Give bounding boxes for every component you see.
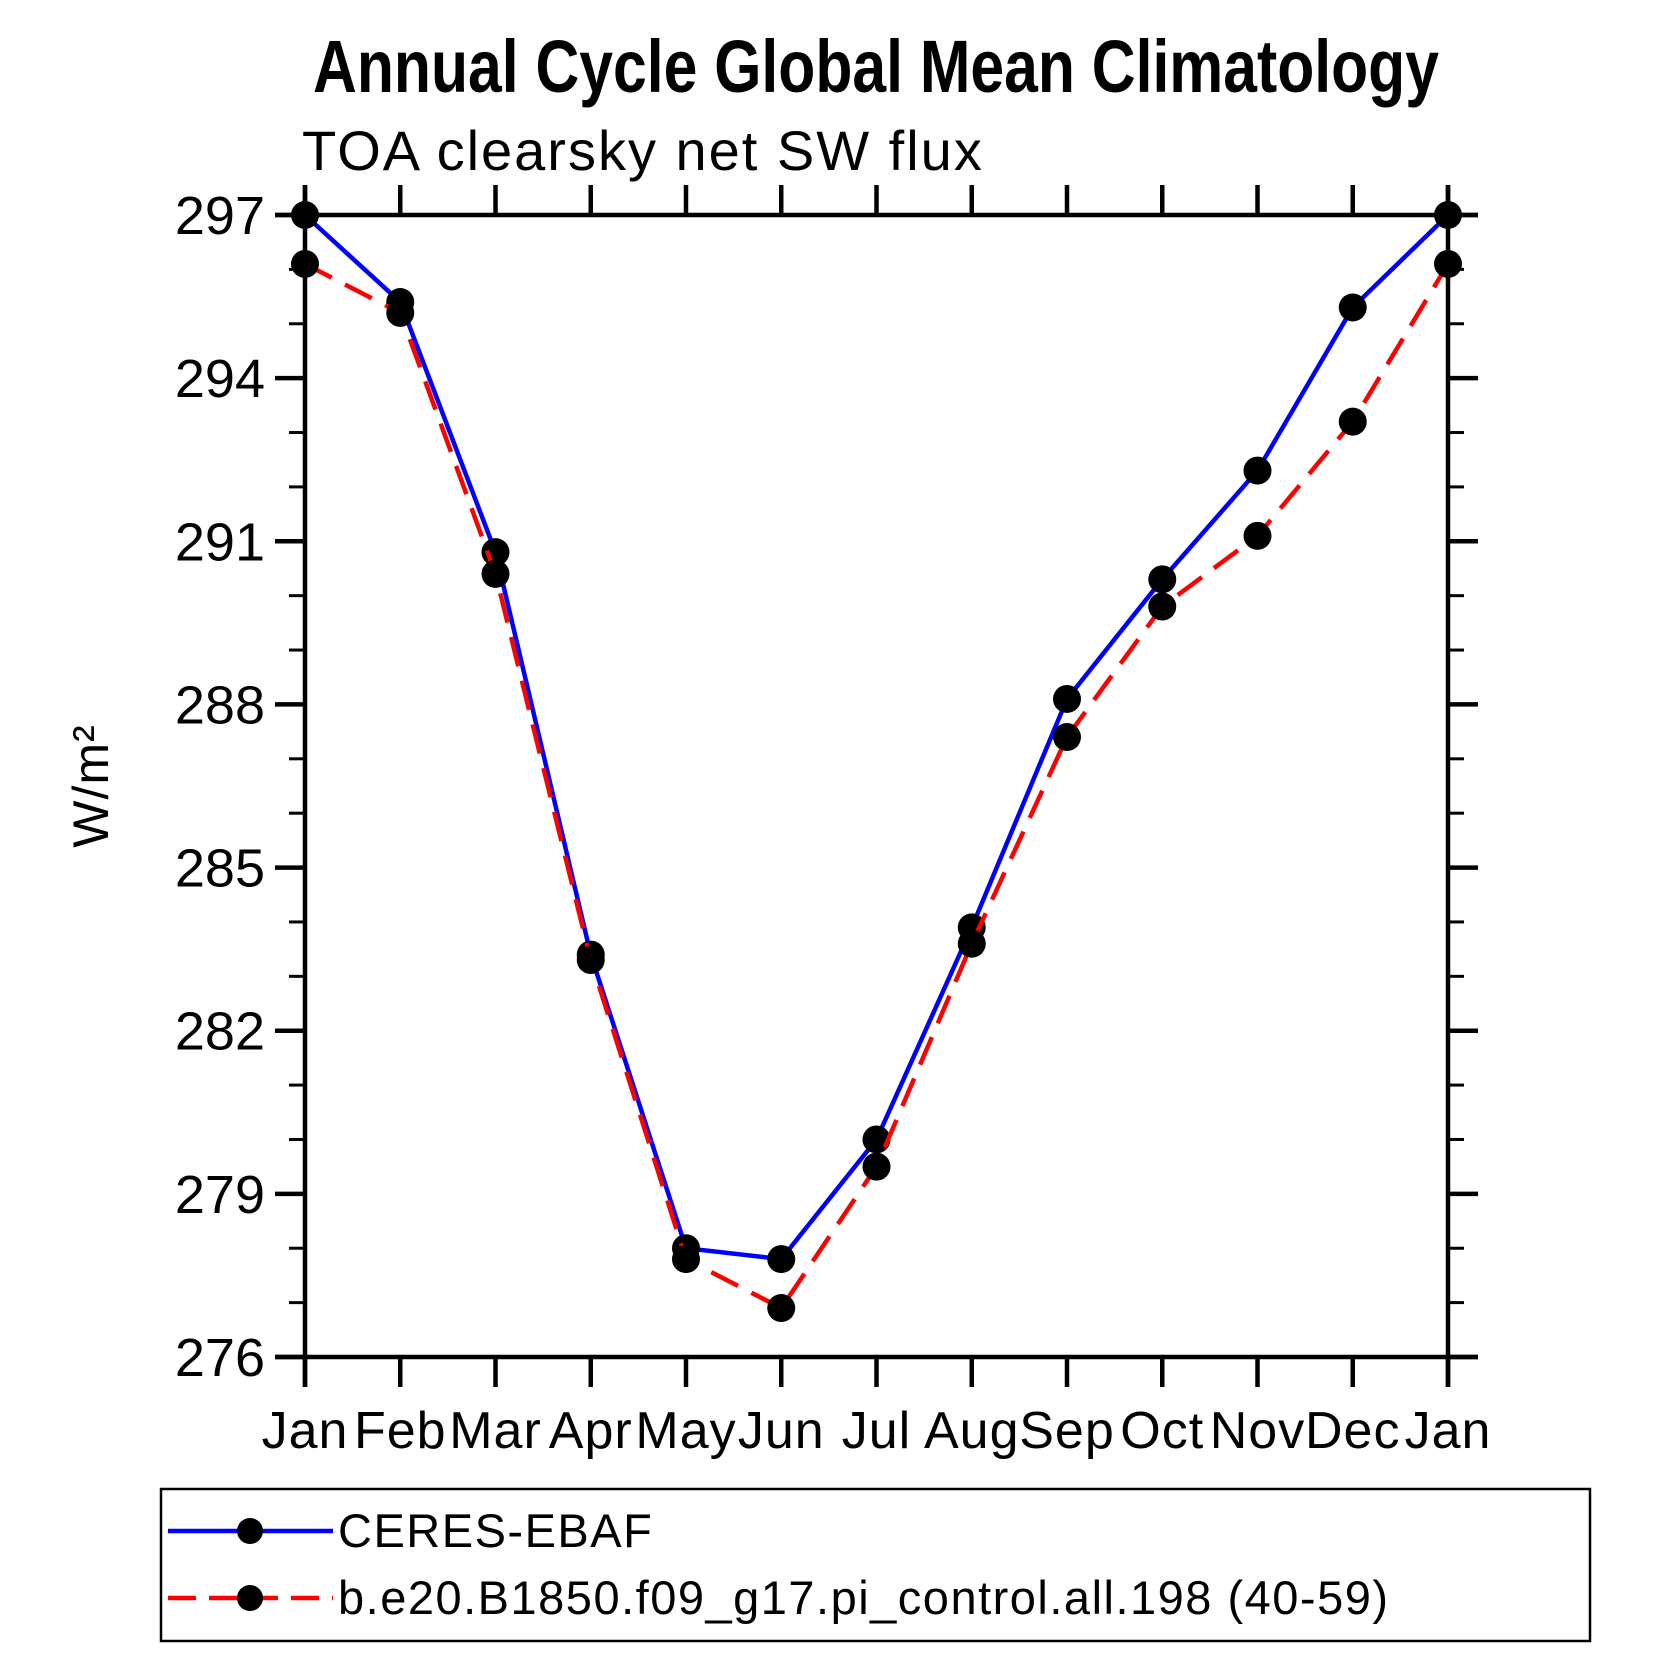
x-tick-label: Sep — [1019, 1402, 1115, 1460]
data-point — [957, 929, 986, 958]
data-point — [1338, 407, 1367, 436]
x-tick-label: Aug — [924, 1402, 1020, 1460]
data-point — [672, 1245, 700, 1274]
data-point — [386, 298, 415, 327]
y-tick-label: 285 — [175, 839, 265, 899]
x-tick-label: Jan — [1405, 1402, 1492, 1460]
legend-item-model: b.e20.B1850.f09_g17.pi_control.all.198 (… — [168, 1571, 1390, 1624]
y-tick-label: 288 — [175, 675, 265, 735]
data-point — [767, 1294, 796, 1323]
data-point — [767, 1245, 796, 1274]
data-point — [291, 249, 319, 278]
data-point — [576, 946, 605, 975]
data-point — [1434, 249, 1462, 278]
y-tick-label: 279 — [175, 1165, 265, 1225]
data-point — [1053, 723, 1081, 752]
data-point — [1243, 456, 1272, 485]
data-point — [1338, 293, 1367, 322]
legend-box — [159, 1487, 1592, 1643]
x-tick-label: Jan — [262, 1402, 349, 1460]
data-point — [481, 559, 510, 588]
x-tick-label: Jun — [738, 1402, 825, 1460]
y-tick-label: 291 — [175, 512, 265, 572]
legend-marker-model — [237, 1585, 263, 1611]
x-tick-label: Oct — [1120, 1402, 1204, 1460]
legend-label-obs: CERES-EBAF — [338, 1504, 653, 1557]
x-tick-label: Jul — [842, 1402, 911, 1460]
chart-subtitle: TOA clearsky net SW flux — [302, 119, 984, 182]
data-point — [1148, 592, 1177, 621]
x-tick-label: Nov — [1210, 1402, 1305, 1460]
legend-label-model: b.e20.B1850.f09_g17.pi_control.all.198 (… — [338, 1571, 1390, 1624]
data-point — [862, 1152, 891, 1181]
data-point — [1243, 521, 1272, 550]
chart-title: Annual Cycle Global Mean Climatology — [313, 26, 1439, 108]
x-tick-label: Mar — [449, 1402, 542, 1460]
data-point — [1434, 201, 1462, 229]
data-point — [1148, 565, 1177, 594]
y-tick-label: 276 — [175, 1328, 265, 1388]
legend-marker-obs — [237, 1518, 263, 1544]
series-model — [291, 249, 1462, 1323]
x-tick-label: Apr — [549, 1402, 633, 1460]
legend-item-obs: CERES-EBAF — [168, 1504, 653, 1557]
data-point — [1053, 684, 1081, 713]
y-tick-label: 297 — [175, 186, 265, 246]
axes — [275, 185, 1478, 1387]
series-obs — [291, 201, 1462, 1274]
y-axis-label: W/m² — [63, 724, 119, 847]
x-tick-label: Feb — [354, 1402, 447, 1460]
axis-ticks — [275, 185, 1478, 1387]
x-tick-label: May — [635, 1402, 736, 1460]
y-tick-label: 282 — [175, 1002, 265, 1062]
legend: CERES-EBAF b.e20.B1850.f09_g17.pi_contro… — [159, 1487, 1592, 1643]
y-tick-label: 294 — [175, 349, 265, 409]
data-point — [291, 201, 319, 229]
x-tick-label: Dec — [1305, 1402, 1400, 1460]
